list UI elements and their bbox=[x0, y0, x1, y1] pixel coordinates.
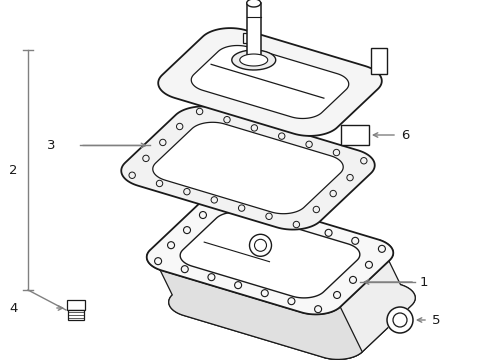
Polygon shape bbox=[246, 0, 260, 7]
Text: 2: 2 bbox=[9, 163, 18, 176]
Text: 1: 1 bbox=[419, 275, 427, 288]
Polygon shape bbox=[146, 195, 392, 314]
Polygon shape bbox=[239, 54, 267, 66]
Text: 3: 3 bbox=[46, 139, 55, 152]
Polygon shape bbox=[152, 122, 343, 214]
Polygon shape bbox=[121, 107, 374, 230]
Polygon shape bbox=[242, 33, 256, 43]
Text: 6: 6 bbox=[400, 129, 408, 141]
Circle shape bbox=[249, 234, 271, 256]
Polygon shape bbox=[158, 28, 381, 136]
Polygon shape bbox=[246, 3, 260, 55]
Polygon shape bbox=[180, 212, 359, 298]
Polygon shape bbox=[67, 300, 85, 310]
Polygon shape bbox=[68, 310, 84, 320]
Polygon shape bbox=[370, 48, 386, 73]
Polygon shape bbox=[301, 240, 414, 359]
Text: 4: 4 bbox=[10, 302, 18, 315]
Circle shape bbox=[386, 307, 412, 333]
Polygon shape bbox=[191, 45, 348, 118]
Polygon shape bbox=[146, 250, 362, 359]
Polygon shape bbox=[340, 125, 368, 145]
Text: 5: 5 bbox=[431, 314, 440, 327]
Polygon shape bbox=[231, 50, 275, 70]
Polygon shape bbox=[168, 240, 414, 359]
